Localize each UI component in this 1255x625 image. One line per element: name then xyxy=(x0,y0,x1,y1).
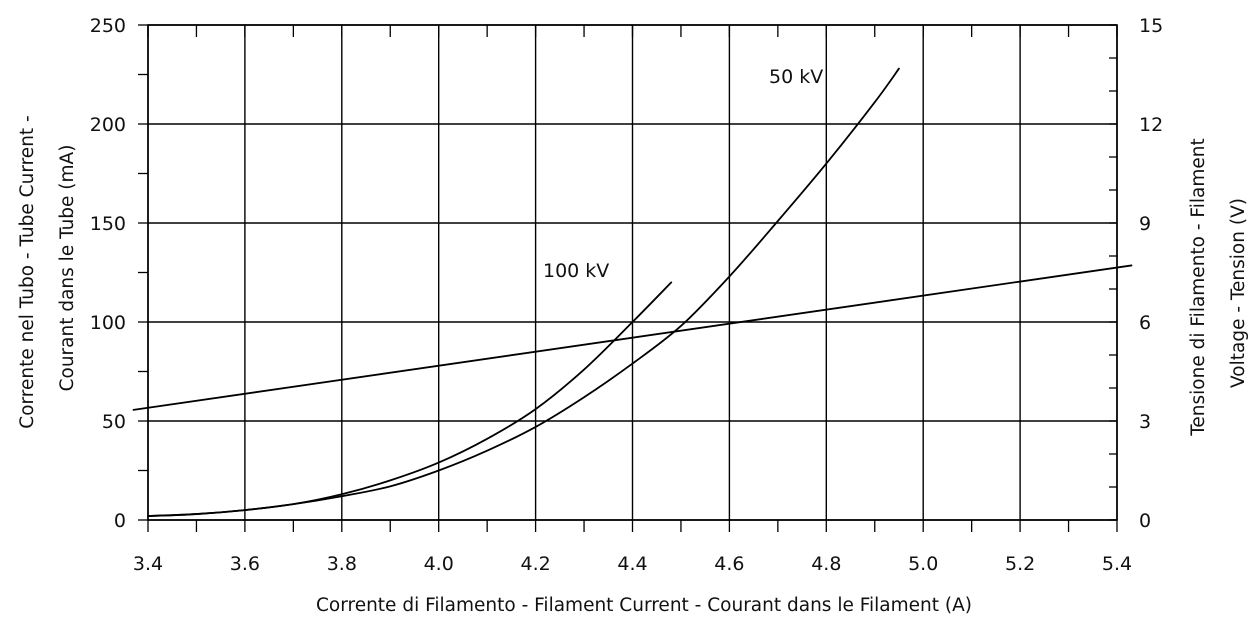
series-100kv-line xyxy=(147,281,673,517)
y-tick-label: 200 xyxy=(90,114,126,136)
y-tick-label: 100 xyxy=(90,312,126,334)
y-tick-label: 250 xyxy=(90,15,126,37)
x-tick-label: 4.2 xyxy=(520,553,550,575)
tick-labels: 3.4 3.6 3.8 4.0 4.2 4.4 4.6 4.8 5.0 5.2 5.4 0 50 100 1… xyxy=(90,15,1163,575)
x-tick-label: 4.8 xyxy=(811,553,841,575)
y2-tick-label: 0 xyxy=(1139,510,1151,532)
y-tick-label: 150 xyxy=(90,213,126,235)
x-axis-title: Corrente di Filamento - Filament Current… xyxy=(316,595,972,616)
y-tick-label: 50 xyxy=(102,411,126,433)
x-tick-label: 5.4 xyxy=(1102,553,1132,575)
y2-axis-title-line2: Voltage - Tension (V) xyxy=(1228,198,1249,388)
series-filament-voltage-line xyxy=(132,264,1133,411)
y2-tick-label: 6 xyxy=(1139,312,1151,334)
y2-tick-label: 12 xyxy=(1139,114,1163,136)
y2-tick-label: 9 xyxy=(1139,213,1151,235)
x-tick-label: 3.8 xyxy=(327,553,357,575)
x-tick-label: 4.6 xyxy=(714,553,744,575)
y-tick-label: 0 xyxy=(114,510,126,532)
annotation-50kv: 50 kV xyxy=(769,66,823,88)
series-50kv-line xyxy=(147,67,900,517)
y2-tick-label: 15 xyxy=(1139,15,1163,37)
tick-marks xyxy=(138,24,1118,532)
y-axis-title-line2: Courant dans le Tube (mA) xyxy=(57,145,78,392)
x-tick-label: 3.6 xyxy=(230,553,260,575)
y2-axis-title-line1: Tensione di Filamento - Filament xyxy=(1188,138,1209,436)
x-tick-label: 4.0 xyxy=(424,553,454,575)
series-layer xyxy=(132,67,1133,517)
x-tick-label: 3.4 xyxy=(133,553,163,575)
x-tick-label: 5.2 xyxy=(1005,553,1035,575)
x-tick-label: 5.0 xyxy=(908,553,938,575)
annotation-100kv: 100 kV xyxy=(543,260,609,282)
x-tick-label: 4.4 xyxy=(617,553,647,575)
grid-layer xyxy=(147,24,1118,521)
y2-tick-label: 3 xyxy=(1139,411,1151,433)
y-axis-title-line1: Corrente nel Tubo - Tube Current - xyxy=(17,115,38,428)
